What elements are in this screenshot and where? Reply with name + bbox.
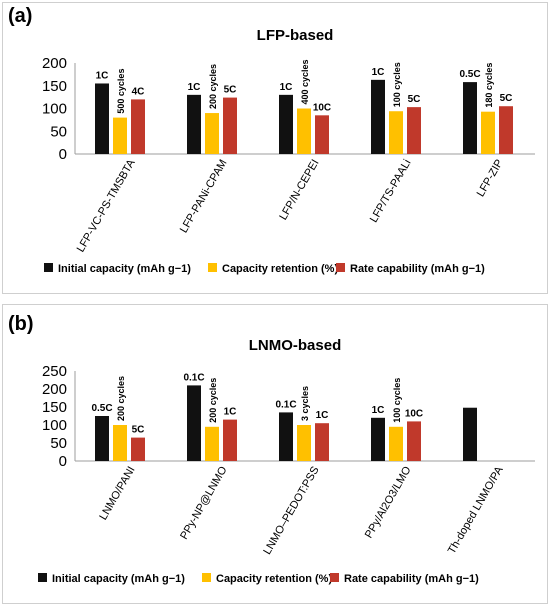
bar-annotation-initial: 1C bbox=[280, 82, 293, 93]
bar-annotation-rate: 5C bbox=[132, 425, 145, 436]
bar-retention bbox=[481, 111, 495, 154]
bar-rate bbox=[223, 419, 237, 461]
bar-annotation-retention: 200 cycles bbox=[208, 378, 218, 423]
bar-initial bbox=[187, 385, 201, 461]
panel-label: (a) bbox=[8, 5, 32, 27]
y-tick-label: 50 bbox=[50, 123, 67, 140]
bar-annotation-retention: 180 cycles bbox=[484, 63, 494, 108]
bar-initial bbox=[95, 83, 109, 154]
legend-label-initial: Initial capacity (mAh g−1) bbox=[52, 573, 185, 585]
bar-initial bbox=[371, 79, 385, 154]
bar-rate bbox=[131, 99, 145, 154]
legend-swatch-initial bbox=[44, 263, 53, 272]
bar-annotation-initial: 1C bbox=[372, 67, 385, 78]
bar-annotation-rate: 5C bbox=[408, 94, 421, 105]
bar-annotation-initial: 0.1C bbox=[183, 372, 204, 383]
legend-label-rate: Rate capability (mAh g−1) bbox=[350, 263, 485, 275]
bar-initial bbox=[371, 417, 385, 461]
legend-swatch-rate bbox=[330, 573, 339, 582]
y-tick-label: 250 bbox=[42, 363, 67, 380]
panel-label: (b) bbox=[8, 313, 34, 335]
bar-rate bbox=[315, 423, 329, 461]
bar-rate bbox=[407, 107, 421, 154]
y-tick-label: 50 bbox=[50, 435, 67, 452]
legend-label-initial: Initial capacity (mAh g−1) bbox=[58, 263, 191, 275]
bar-annotation-retention: 200 cycles bbox=[116, 376, 126, 421]
bar-retention bbox=[389, 111, 403, 154]
bar-rate bbox=[407, 421, 421, 461]
bar-initial bbox=[95, 416, 109, 461]
bar-annotation-retention: 400 cycles bbox=[300, 59, 310, 104]
y-tick-label: 100 bbox=[42, 417, 67, 434]
bar-initial bbox=[279, 412, 293, 461]
bar-annotation-rate: 10C bbox=[313, 102, 331, 113]
legend-swatch-retention bbox=[202, 573, 211, 582]
y-tick-label: 200 bbox=[42, 381, 67, 398]
bar-annotation-initial: 1C bbox=[372, 405, 385, 416]
bar-retention bbox=[205, 113, 219, 154]
legend-label-retention: Capacity retention (%) bbox=[222, 263, 338, 275]
bar-rate bbox=[499, 106, 513, 154]
legend-swatch-retention bbox=[208, 263, 217, 272]
legend-label-rate: Rate capability (mAh g−1) bbox=[344, 573, 479, 585]
bar-annotation-retention: 3 cycles bbox=[300, 386, 310, 421]
bar-initial bbox=[187, 94, 201, 154]
bar-rate bbox=[315, 115, 329, 154]
y-tick-label: 0 bbox=[59, 453, 67, 470]
bar-initial bbox=[463, 82, 477, 154]
bar-annotation-rate: 4C bbox=[132, 86, 145, 97]
bar-initial bbox=[463, 407, 477, 461]
bar-annotation-rate: 10C bbox=[405, 408, 423, 419]
y-tick-label: 150 bbox=[42, 78, 67, 95]
bar-retention bbox=[389, 426, 403, 461]
bar-annotation-rate: 1C bbox=[316, 410, 329, 421]
bar-initial bbox=[279, 94, 293, 154]
bar-annotation-retention: 100 cycles bbox=[392, 378, 402, 423]
panel-b-frame bbox=[2, 304, 548, 604]
bar-annotation-initial: 1C bbox=[96, 70, 109, 81]
bar-annotation-retention: 200 cycles bbox=[208, 64, 218, 109]
legend-label-retention: Capacity retention (%) bbox=[216, 573, 332, 585]
bar-annotation-retention: 100 cycles bbox=[392, 62, 402, 107]
legend-swatch-initial bbox=[38, 573, 47, 582]
bar-retention bbox=[113, 425, 127, 461]
chart-title: LNMO-based bbox=[249, 337, 342, 354]
y-tick-label: 0 bbox=[59, 146, 67, 163]
bar-retention bbox=[205, 426, 219, 461]
bar-annotation-initial: 1C bbox=[188, 82, 201, 93]
legend-swatch-rate bbox=[336, 263, 345, 272]
y-tick-label: 150 bbox=[42, 399, 67, 416]
chart-title: LFP-based bbox=[257, 27, 334, 44]
bar-retention bbox=[297, 425, 311, 461]
panel-a: (a) LFP-based 0 50 100 150 200 1C 500 cycles 4C LF… bbox=[0, 0, 550, 298]
panel-b: (b) LNMO-based 0 50 100 150 200 250 0.5C 200 cycl… bbox=[0, 304, 550, 606]
bar-annotation-rate: 5C bbox=[500, 93, 513, 104]
bar-annotation-rate: 5C bbox=[224, 85, 237, 96]
panel-a-frame bbox=[2, 2, 548, 294]
y-tick-label: 200 bbox=[42, 55, 67, 72]
bar-annotation-initial: 0.1C bbox=[275, 399, 296, 410]
bar-rate bbox=[223, 97, 237, 154]
bar-annotation-initial: 0.5C bbox=[459, 69, 480, 80]
bar-annotation-rate: 1C bbox=[224, 407, 237, 418]
bar-annotation-initial: 0.5C bbox=[91, 403, 112, 414]
bar-retention bbox=[297, 108, 311, 154]
y-tick-label: 100 bbox=[42, 101, 67, 118]
bar-annotation-retention: 500 cycles bbox=[116, 69, 126, 114]
bar-retention bbox=[113, 117, 127, 154]
bar-rate bbox=[131, 437, 145, 461]
